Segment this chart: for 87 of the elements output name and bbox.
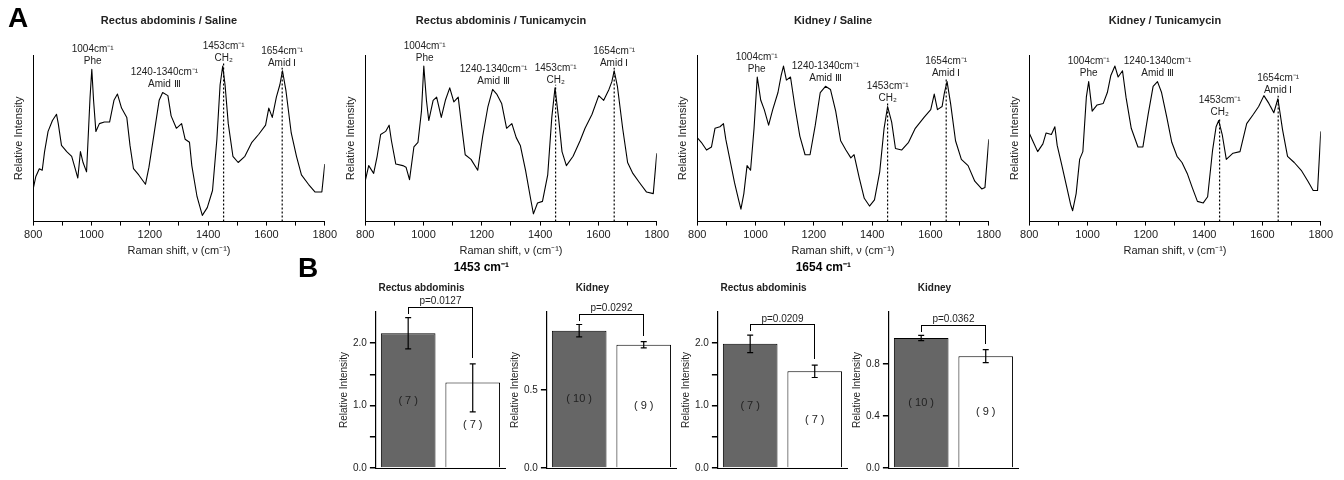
text: A — [8, 2, 29, 33]
x-tick-label: 800 — [688, 228, 707, 241]
y-tick-label: 2.0 — [695, 336, 710, 348]
y-tick-label: 1.0 — [353, 399, 368, 411]
annotation: ( 9 ) — [975, 405, 996, 418]
x-tick-label: 800 — [356, 228, 375, 241]
annotation: 1240-1340cm⁻¹ Amid Ⅲ — [791, 60, 860, 84]
text: p=0.0127 — [419, 295, 462, 307]
x-tick-label: 1200 — [137, 228, 163, 241]
x-tick-label: 1200 — [1133, 228, 1159, 241]
x-tick-label: 1800 — [976, 228, 1002, 241]
annotation: 1240-1340cm⁻¹ Amid Ⅲ — [130, 66, 199, 90]
chart-title: Kidney — [575, 281, 610, 293]
x-axis-title: Raman shift, ν (cm⁻¹) — [459, 244, 563, 257]
x-tick-label: 1400 — [195, 228, 221, 241]
y-axis-title: Relative Intensity — [850, 351, 862, 429]
chart-title: Rectus abdominis — [378, 281, 465, 293]
y-tick-label: 0.0 — [524, 461, 539, 473]
annotation: p=0.0362 — [932, 313, 975, 325]
x-tick-label: 1600 — [586, 228, 611, 241]
chart-title: Kidney — [917, 281, 952, 293]
x-tick-label: 1000 — [411, 228, 436, 241]
x-axis-title: Raman shift, ν (cm⁻¹) — [791, 244, 895, 257]
y-axis-title: Relative Intensity — [337, 351, 349, 429]
annotation: 1004cm⁻¹ Phe — [403, 39, 447, 63]
x-tick-label: 1400 — [527, 228, 553, 241]
y-tick-label: 0.0 — [695, 461, 710, 473]
x-tick-label: 1000 — [743, 228, 768, 241]
x-tick-label: 1600 — [1250, 228, 1275, 241]
annotation: ( 7 ) — [804, 412, 825, 425]
annotation: 1004cm⁻¹ Phe — [735, 50, 779, 74]
x-tick-label: 1200 — [801, 228, 827, 241]
annotation: ( 7 ) — [740, 398, 760, 411]
chart-title: Rectus abdominis / Saline — [100, 13, 238, 26]
y-tick-label: 1.0 — [695, 399, 710, 411]
x-tick-label: 800 — [1020, 228, 1039, 241]
annotation: p=0.0292 — [590, 302, 633, 314]
text: B — [298, 252, 319, 283]
y-tick-label: 0.0 — [353, 461, 368, 473]
x-axis-title: Raman shift, ν (cm⁻¹) — [1123, 244, 1227, 257]
annotation: 1654cm⁻¹ Amid Ⅰ — [261, 44, 304, 68]
annotation: ( 7 ) — [462, 418, 483, 431]
annotation: 1004cm⁻¹ Phe — [71, 42, 115, 66]
y-tick-label: 0.0 — [866, 461, 881, 473]
annotation: ( 7 ) — [398, 393, 418, 406]
annotation: 1654cm⁻¹ Amid Ⅰ — [925, 55, 968, 79]
y-tick-label: 0.4 — [866, 409, 881, 421]
annotation: 1654cm⁻¹ Amid Ⅰ — [593, 44, 636, 68]
annotation: ( 10 ) — [908, 396, 935, 409]
chart-subtitle: 1453 cm⁻¹ — [452, 259, 509, 275]
chart-title: Rectus abdominis — [720, 281, 807, 293]
annotation: 1453cm⁻¹ CH₂ — [534, 61, 578, 85]
chart-title: Kidney / Tunicamycin — [1108, 13, 1222, 26]
y-axis-title: Relative Intensity — [679, 351, 691, 429]
x-axis-title: Raman shift, ν (cm⁻¹) — [127, 244, 231, 257]
y-axis-title: Relative Intensity — [343, 96, 356, 181]
y-tick-label: 0.8 — [866, 357, 881, 369]
annotation: ( 9 ) — [633, 399, 654, 412]
x-tick-label: 1800 — [312, 228, 338, 241]
chart-title: Kidney / Saline — [793, 13, 873, 26]
x-tick-label: 800 — [24, 228, 43, 241]
x-tick-label: 1600 — [254, 228, 279, 241]
y-tick-label: 2.0 — [353, 336, 368, 348]
y-tick-label: 0.5 — [524, 383, 539, 395]
y-axis-title: Relative Intensity — [11, 96, 24, 181]
x-tick-label: 1400 — [859, 228, 885, 241]
x-tick-label: 1000 — [1075, 228, 1100, 241]
annotation: p=0.0209 — [761, 312, 804, 324]
annotation: 1453cm⁻¹ CH₂ — [1198, 94, 1242, 118]
annotation: 1453cm⁻¹ CH₂ — [202, 39, 246, 63]
y-axis-title: Relative Intensity — [1007, 96, 1020, 181]
x-tick-label: 1200 — [469, 228, 495, 241]
x-tick-label: 1400 — [1191, 228, 1217, 241]
chart-title: Rectus abdominis / Tunicamycin — [415, 13, 587, 26]
annotation: ( 10 ) — [566, 392, 593, 405]
chart-subtitle: 1654 cm⁻¹ — [794, 259, 851, 275]
annotation: 1453cm⁻¹ CH₂ — [866, 80, 910, 104]
y-axis-title: Relative Intensity — [508, 351, 520, 429]
y-axis-title: Relative Intensity — [675, 96, 688, 181]
annotation: 1004cm⁻¹ Phe — [1067, 55, 1111, 79]
x-tick-label: 1000 — [79, 228, 104, 241]
annotation: 1240-1340cm⁻¹ Amid Ⅲ — [1123, 55, 1192, 79]
annotation: 1240-1340cm⁻¹ Amid Ⅲ — [459, 63, 528, 87]
x-tick-label: 1800 — [644, 228, 670, 241]
annotation: 1654cm⁻¹ Amid Ⅰ — [1257, 72, 1300, 96]
x-tick-label: 1800 — [1308, 228, 1334, 241]
x-tick-label: 1600 — [918, 228, 943, 241]
